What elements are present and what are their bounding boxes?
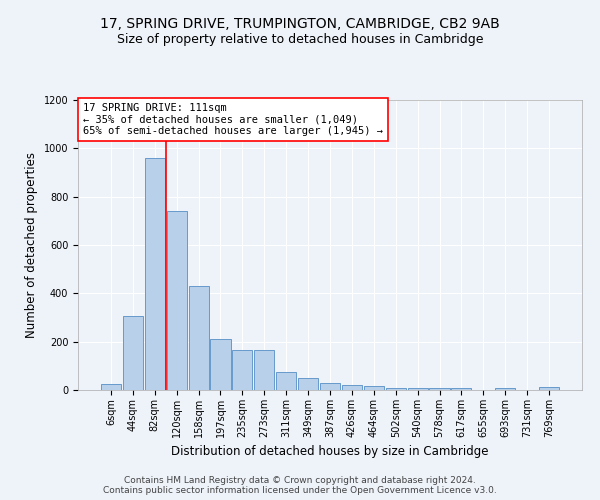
Bar [276, 372, 296, 390]
Text: 17 SPRING DRIVE: 111sqm
← 35% of detached houses are smaller (1,049)
65% of semi: 17 SPRING DRIVE: 111sqm ← 35% of detache… [83, 103, 383, 136]
Bar [211, 339, 230, 390]
Bar [320, 383, 340, 390]
Text: Size of property relative to detached houses in Cambridge: Size of property relative to detached ho… [117, 32, 483, 46]
Bar [123, 316, 143, 390]
Bar [430, 388, 449, 390]
Bar [495, 388, 515, 390]
Y-axis label: Number of detached properties: Number of detached properties [25, 152, 38, 338]
Bar [232, 350, 253, 390]
Bar [342, 385, 362, 390]
Bar [167, 211, 187, 390]
Bar [188, 286, 209, 390]
Bar [407, 388, 428, 390]
Bar [145, 158, 165, 390]
Bar [451, 388, 472, 390]
Bar [539, 387, 559, 390]
Bar [298, 378, 318, 390]
Bar [101, 384, 121, 390]
Bar [364, 386, 384, 390]
Text: Contains HM Land Registry data © Crown copyright and database right 2024.
Contai: Contains HM Land Registry data © Crown c… [103, 476, 497, 495]
Bar [254, 350, 274, 390]
Bar [386, 388, 406, 390]
Text: 17, SPRING DRIVE, TRUMPINGTON, CAMBRIDGE, CB2 9AB: 17, SPRING DRIVE, TRUMPINGTON, CAMBRIDGE… [100, 18, 500, 32]
X-axis label: Distribution of detached houses by size in Cambridge: Distribution of detached houses by size … [171, 446, 489, 458]
